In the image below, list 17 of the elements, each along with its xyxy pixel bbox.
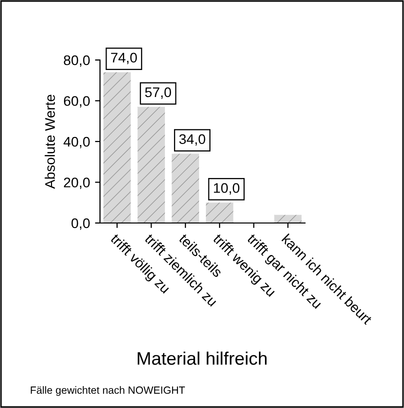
y-tick-label: 60,0 — [64, 96, 90, 108]
data-label: 10,0 — [214, 183, 240, 195]
y-tick-label: 80,0 — [64, 55, 90, 67]
bar — [206, 202, 234, 223]
data-label: 34,0 — [179, 134, 206, 146]
bar — [138, 106, 165, 223]
bar — [274, 214, 302, 223]
y-tick-label: 0,0 — [72, 218, 90, 230]
y-tick-label: 20,0 — [64, 178, 90, 190]
bar — [103, 72, 131, 223]
text: Material hilfreich — [138, 352, 267, 365]
y-tick-label: 40,0 — [64, 136, 90, 148]
bar — [172, 154, 200, 223]
data-label: 74,0 — [111, 52, 137, 64]
text: Fälle gewichtet nach NOWEIGHT — [30, 386, 185, 396]
data-label: 57,0 — [145, 87, 172, 99]
y-axis-title: Absolute Werte — [44, 94, 55, 189]
